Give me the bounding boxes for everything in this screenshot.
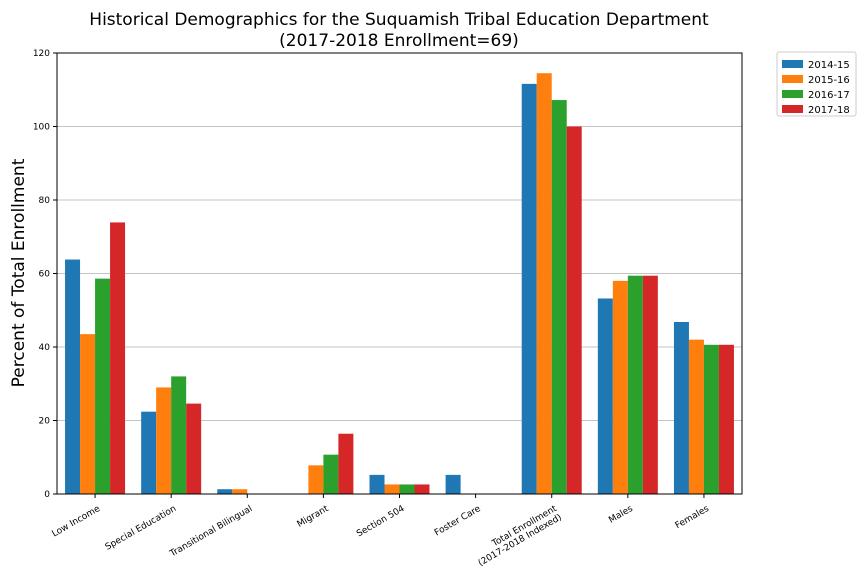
legend: 2014-15 2015-16 2016-17 2017-18: [776, 51, 857, 117]
bar: [536, 73, 552, 495]
x-tick-label: Transitional Bilingual: [168, 504, 255, 560]
bar: [110, 222, 126, 495]
bar: [703, 344, 719, 494]
x-tick-label: Females: [674, 504, 712, 531]
y-tick-label: 40: [39, 343, 51, 353]
legend-label: 2016-17: [808, 90, 850, 101]
x-tick-label-line: Transitional Bilingual: [168, 504, 255, 560]
bar: [551, 100, 567, 494]
bar: [141, 411, 157, 494]
bar: [399, 484, 415, 494]
x-tick-label: Section 504: [355, 504, 407, 540]
bar: [186, 403, 202, 494]
bar: [95, 278, 111, 494]
x-tick-label-line: Foster Care: [433, 504, 483, 539]
bar: [612, 280, 628, 494]
bar: [384, 484, 400, 494]
y-tick-label: 0: [44, 490, 50, 500]
y-tick-label: 60: [39, 270, 51, 280]
y-tick-label: 100: [33, 123, 50, 133]
x-tick-label: Special Education: [104, 504, 178, 553]
legend-label: 2015-16: [808, 75, 850, 86]
bar: [232, 489, 248, 494]
bar: [521, 83, 537, 495]
legend-swatch: [782, 105, 803, 113]
legend-label: 2014-15: [808, 60, 850, 71]
bar: [688, 339, 704, 494]
x-tick-label: Foster Care: [433, 504, 483, 539]
bars: [65, 73, 734, 495]
y-tick-label: 120: [33, 49, 50, 59]
bar: [217, 489, 233, 494]
bar: [445, 474, 461, 494]
x-tick-label-line: Migrant: [296, 504, 331, 530]
x-tick-label: Total Enrollment(2017-2018 Indexed): [477, 504, 564, 569]
bar: [323, 454, 339, 494]
y-tick-label: 20: [39, 417, 51, 427]
x-tick-label-line: Low Income: [51, 504, 103, 540]
legend-label: 2017-18: [808, 105, 850, 116]
bar: [80, 334, 96, 494]
legend-swatch: [782, 60, 803, 68]
x-axis: Low Income Special EducationTransitional …: [51, 494, 712, 569]
bar: [718, 344, 734, 494]
x-tick-label-line: Section 504: [355, 504, 407, 540]
chart-subtitle: (2017-2018 Enrollment=69): [279, 31, 519, 51]
bar: [414, 484, 430, 494]
bar: [338, 433, 354, 494]
y-axis: 0 20 40 60 80 100 120: [33, 49, 57, 500]
bar: [627, 275, 643, 494]
bar: [642, 275, 658, 494]
legend-swatch: [782, 90, 803, 98]
bar: [566, 126, 582, 494]
bar: [673, 322, 689, 494]
bar: [65, 259, 81, 494]
bar: [156, 387, 172, 494]
x-tick-label: Males: [607, 504, 635, 526]
x-tick-label: Migrant: [296, 504, 331, 530]
y-tick-label: 80: [39, 196, 51, 206]
chart-title: Historical Demographics for the Suquamis…: [89, 10, 709, 30]
bar: [597, 298, 613, 494]
bar: [369, 474, 385, 494]
x-tick-label-line: Females: [674, 504, 712, 531]
y-axis-label: Percent of Total Enrollment: [9, 158, 29, 387]
x-tick-label: Low Income: [51, 504, 103, 540]
x-tick-label-line: Special Education: [104, 504, 178, 553]
bar: [171, 376, 187, 494]
legend-swatch: [782, 75, 803, 83]
x-tick-label-line: Males: [607, 504, 635, 526]
bar: [308, 465, 324, 494]
